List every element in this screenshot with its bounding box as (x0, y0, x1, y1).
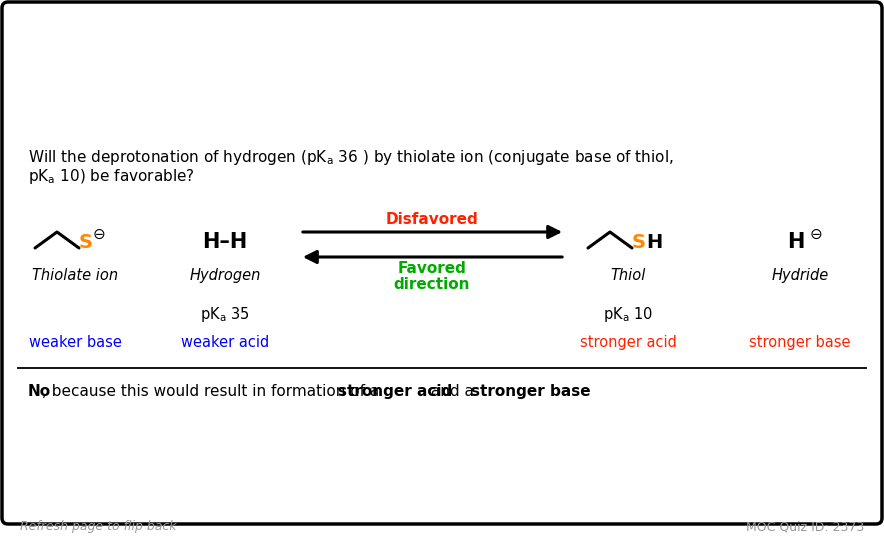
Text: H–H: H–H (202, 232, 248, 252)
Text: Disfavored: Disfavored (385, 212, 478, 227)
Text: weaker base: weaker base (28, 335, 121, 350)
Text: No: No (28, 384, 51, 399)
Text: MOC Quiz ID: 2373: MOC Quiz ID: 2373 (746, 520, 864, 533)
Text: Refresh page to flip back: Refresh page to flip back (20, 520, 177, 533)
Text: stronger acid: stronger acid (580, 335, 676, 350)
Text: Will the deprotonation of hydrogen ($\mathrm{pK_a}$ 36 ) by thiolate ion (conjug: Will the deprotonation of hydrogen ($\ma… (28, 148, 674, 167)
Text: , because this would result in formation of a: , because this would result in formation… (42, 384, 384, 399)
Text: ⊖: ⊖ (810, 227, 823, 242)
Text: H: H (646, 233, 662, 251)
Text: Thiolate ion: Thiolate ion (32, 268, 118, 283)
Text: stronger acid: stronger acid (339, 384, 453, 399)
Text: S: S (79, 233, 93, 251)
Text: direction: direction (393, 277, 470, 292)
Text: stronger base: stronger base (471, 384, 591, 399)
Text: and a: and a (426, 384, 479, 399)
Text: $\mathrm{pK_a}$ 35: $\mathrm{pK_a}$ 35 (200, 305, 250, 324)
Text: $\mathrm{pK_a}$ 10) be favorable?: $\mathrm{pK_a}$ 10) be favorable? (28, 167, 194, 186)
Text: stronger base: stronger base (750, 335, 850, 350)
Text: ⊖: ⊖ (93, 227, 106, 242)
Text: Hydrogen: Hydrogen (189, 268, 261, 283)
Text: $\mathrm{pK_a}$ 10: $\mathrm{pK_a}$ 10 (603, 305, 653, 324)
Text: Thiol: Thiol (610, 268, 645, 283)
Text: Favored: Favored (398, 261, 467, 276)
Text: H: H (788, 232, 804, 252)
Text: S: S (632, 233, 646, 251)
FancyBboxPatch shape (2, 2, 882, 524)
Text: weaker acid: weaker acid (181, 335, 269, 350)
Text: Hydride: Hydride (772, 268, 828, 283)
